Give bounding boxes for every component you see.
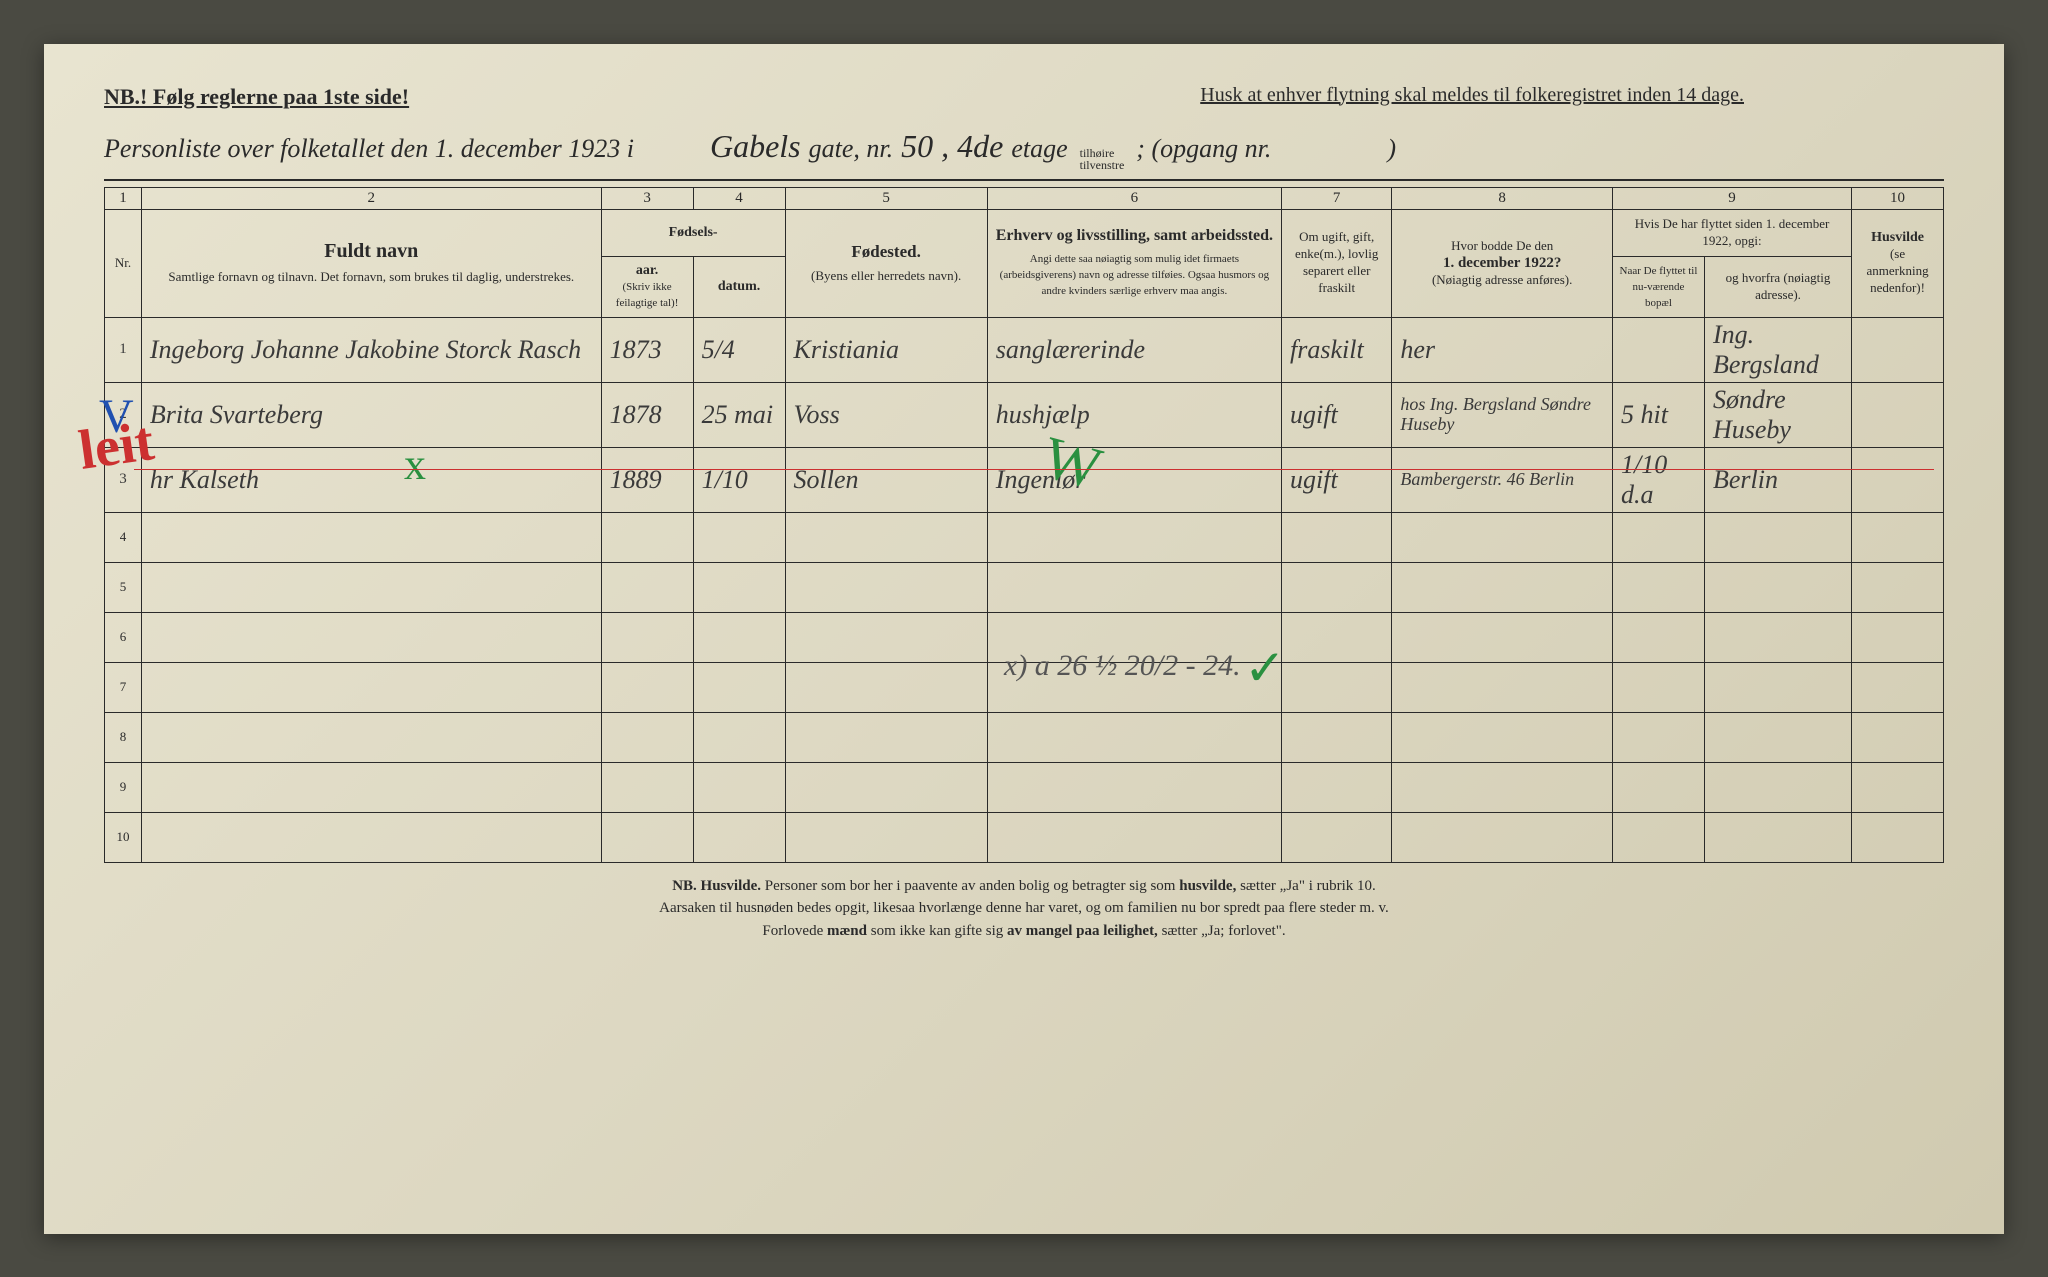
colnum-10: 10 bbox=[1852, 187, 1944, 209]
hdr-status: Om ugift, gift, enke(m.), lovlig separer… bbox=[1282, 209, 1392, 317]
gate-number: 50 bbox=[901, 128, 933, 165]
colnum-4: 4 bbox=[693, 187, 785, 209]
cell-datum: 5/4 bbox=[693, 317, 785, 382]
cell-aar: 1873 bbox=[601, 317, 693, 382]
hdr-flyttet: Hvis De har flyttet siden 1. december 19… bbox=[1613, 209, 1852, 256]
husk-text: Husk at enhver flytning skal meldes til … bbox=[1200, 84, 1744, 110]
colnum-1: 1 bbox=[105, 187, 142, 209]
hdr-datum: datum. bbox=[693, 256, 785, 317]
table-row: 4 bbox=[105, 512, 1944, 562]
hdr-fodested: Fødested. (Byens eller herredets navn). bbox=[785, 209, 987, 317]
etage-number: 4de bbox=[957, 128, 1003, 165]
table-row: 10 bbox=[105, 812, 1944, 862]
colnum-9: 9 bbox=[1613, 187, 1852, 209]
colnum-8: 8 bbox=[1392, 187, 1613, 209]
opgang-close: ) bbox=[1387, 134, 1396, 164]
cell-hvorfra: Ing. Bergsland bbox=[1704, 317, 1851, 382]
footer-note: NB. Husvilde. Personer som bor her i paa… bbox=[104, 875, 1944, 943]
hdr-erhverv: Erhverv og livsstilling, samt arbeidsste… bbox=[987, 209, 1281, 317]
hdr-hvorfra: og hvorfra (nøiagtig adresse). bbox=[1704, 256, 1851, 317]
comma: , bbox=[941, 128, 949, 165]
column-number-row: 1 2 3 4 5 6 7 8 9 10 bbox=[105, 187, 1944, 209]
gate-label: gate, nr. bbox=[809, 134, 894, 164]
colnum-2: 2 bbox=[141, 187, 601, 209]
colnum-7: 7 bbox=[1282, 187, 1392, 209]
hdr-husvilde: Husvilde (se anmerkning nedenfor)! bbox=[1852, 209, 1944, 317]
etage-label: etage bbox=[1011, 134, 1067, 164]
hdr-fodsels: Fødsels- bbox=[601, 209, 785, 256]
colnum-6: 6 bbox=[987, 187, 1281, 209]
cell-bodde: her bbox=[1392, 317, 1613, 382]
red-pencil-mark: leit bbox=[75, 409, 158, 483]
hdr-navn: Fuldt navn Samtlige fornavn og tilnavn. … bbox=[141, 209, 601, 317]
table-row: 3 hr Kalseth 1889 1/10 Sollen Ingeniør u… bbox=[105, 447, 1944, 512]
table-row: 1 Ingeborg Johanne Jakobine Storck Rasch… bbox=[105, 317, 1944, 382]
census-table: 1 2 3 4 5 6 7 8 9 10 Nr. Fuldt navn Samt… bbox=[104, 187, 1944, 863]
cell-navn: Ingeborg Johanne Jakobine Storck Rasch bbox=[141, 317, 601, 382]
pencil-annotation: x) a 26 ½ 20/2 - 24. bbox=[1004, 649, 1241, 683]
table-row: 5 bbox=[105, 562, 1944, 612]
hdr-aar: aar. (Skriv ikke feilagtige tal)! bbox=[601, 256, 693, 317]
table-row: 2 Brita Svarteberg 1878 25 mai Voss hush… bbox=[105, 382, 1944, 447]
header-row-1: Nr. Fuldt navn Samtlige fornavn og tilna… bbox=[105, 209, 1944, 256]
green-pencil-tick: ✓ bbox=[1244, 639, 1286, 697]
street-handwritten: Gabels bbox=[710, 128, 801, 165]
table-row: 9 bbox=[105, 762, 1944, 812]
opgang-label: ; (opgang nr. bbox=[1136, 134, 1271, 164]
cell-erhverv: sanglærerinde bbox=[987, 317, 1281, 382]
title-prefix: Personliste over folketallet den 1. dece… bbox=[104, 134, 634, 164]
green-pencil-x: x bbox=[404, 439, 426, 490]
cell-naar bbox=[1613, 317, 1705, 382]
nb-rule-text: NB.! Følg reglerne paa 1ste side! bbox=[104, 84, 409, 110]
colnum-5: 5 bbox=[785, 187, 987, 209]
cell-status: fraskilt bbox=[1282, 317, 1392, 382]
colnum-3: 3 bbox=[601, 187, 693, 209]
table-row: 8 bbox=[105, 712, 1944, 762]
hdr-bodde: Hvor bodde De den 1. december 1922? (Nøi… bbox=[1392, 209, 1613, 317]
title-row: Personliste over folketallet den 1. dece… bbox=[104, 128, 1944, 181]
census-form-page: NB.! Følg reglerne paa 1ste side! Husk a… bbox=[44, 44, 2004, 1234]
red-underline bbox=[134, 469, 1934, 470]
hdr-nr: Nr. bbox=[105, 209, 142, 317]
top-instructions: NB.! Følg reglerne paa 1ste side! Husk a… bbox=[104, 84, 1944, 110]
cell-sted: Kristiania bbox=[785, 317, 987, 382]
side-fraction: tilhøire tilvenstre bbox=[1080, 147, 1125, 171]
hdr-naar: Naar De flyttet til nu-værende bopæl bbox=[1613, 256, 1705, 317]
